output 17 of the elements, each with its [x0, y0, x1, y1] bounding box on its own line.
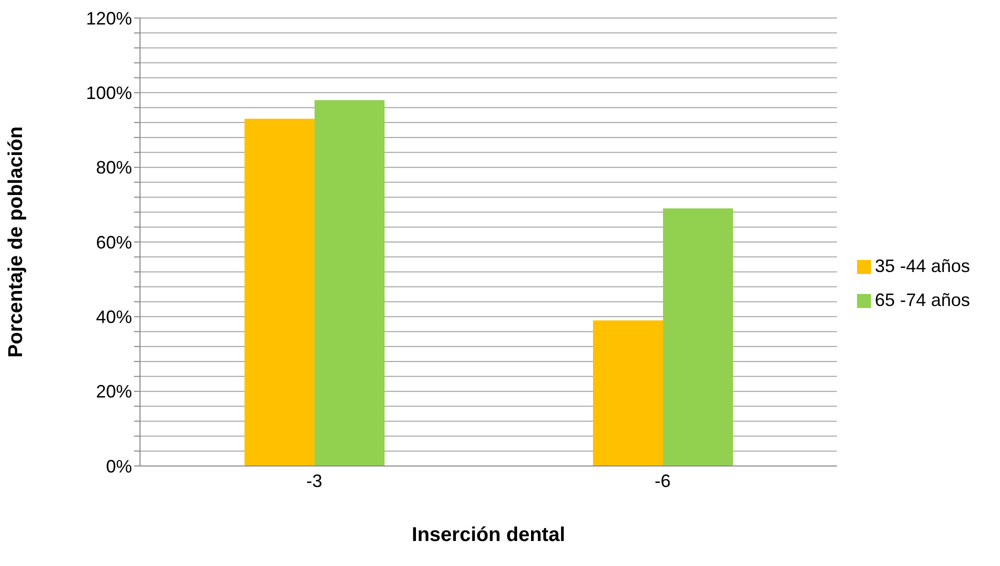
- x-tick-label: -3: [306, 470, 322, 491]
- x-axis-title: Inserción dental: [412, 524, 566, 546]
- y-tick-label: 120%: [86, 8, 132, 28]
- bar: [593, 320, 663, 466]
- y-tick-label: 60%: [96, 232, 132, 252]
- y-axis-title: Porcentaje de población: [5, 126, 28, 358]
- bar: [314, 100, 385, 466]
- y-tick-label: 0%: [106, 456, 132, 476]
- bar: [244, 118, 315, 466]
- y-tick-label: 100%: [86, 83, 132, 104]
- legend-label: 65 -74 años: [874, 290, 970, 310]
- y-tick-label: 20%: [96, 382, 132, 402]
- x-tick-label: -6: [654, 470, 671, 491]
- bar: [663, 208, 733, 466]
- y-tick-label: 40%: [96, 307, 132, 328]
- legend-label: 35 -44 años: [874, 256, 970, 276]
- y-tick-label: 80%: [96, 158, 132, 178]
